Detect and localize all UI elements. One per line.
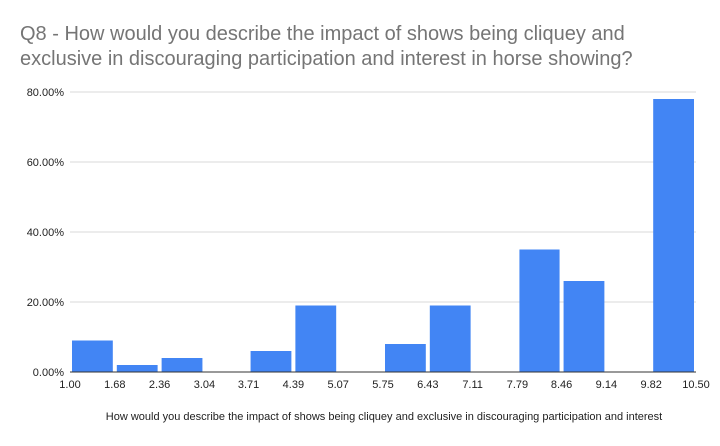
x-tick-label: 10.50 xyxy=(682,379,710,391)
y-tick-label: 80.00% xyxy=(27,87,65,99)
histogram-bar xyxy=(385,344,426,372)
y-tick-label: 20.00% xyxy=(27,297,65,309)
x-tick-label: 7.11 xyxy=(462,379,483,391)
histogram-bar xyxy=(429,305,471,372)
chart-title: Q8 - How would you describe the impact o… xyxy=(20,23,633,70)
x-tick-label: 7.79 xyxy=(507,379,528,391)
x-tick-label: 2.36 xyxy=(149,379,170,391)
histogram-bar xyxy=(519,249,560,372)
x-tick-label: 1.68 xyxy=(104,379,125,391)
x-tick-label: 3.71 xyxy=(238,379,259,391)
x-tick-label: 1.00 xyxy=(59,379,80,391)
x-tick-label: 3.04 xyxy=(194,379,215,391)
x-tick-label: 6.43 xyxy=(417,379,438,391)
histogram-bar xyxy=(250,351,292,372)
histogram-bar xyxy=(563,281,605,372)
histogram-bar xyxy=(161,358,203,372)
histogram-bar xyxy=(653,99,694,372)
x-axis-title: How would you describe the impact of sho… xyxy=(106,411,662,423)
y-tick-label: 0.00% xyxy=(33,367,64,379)
x-tick-label: 8.46 xyxy=(551,379,572,391)
x-tick-label: 9.14 xyxy=(596,379,617,391)
bars xyxy=(72,99,694,372)
x-tick-label: 5.07 xyxy=(327,379,348,391)
x-axis-tick-labels: 1.00 1.68 2.36 3.04 3.71 4.39 5.07 5.75 6.43 7.11… xyxy=(59,379,709,391)
histogram-bar xyxy=(72,340,113,372)
x-tick-label: 4.39 xyxy=(283,379,304,391)
x-tick-label: 5.75 xyxy=(372,379,393,391)
y-axis-tick-labels: 0.00% 20.00% 40.00% 60.00% 80.00% xyxy=(27,87,65,379)
y-tick-label: 40.00% xyxy=(27,227,65,239)
histogram-bar xyxy=(116,365,158,372)
grid-lines xyxy=(70,91,696,303)
histogram-bar xyxy=(295,305,337,372)
x-tick-label: 9.82 xyxy=(640,379,661,391)
y-tick-label: 60.00% xyxy=(27,157,65,169)
